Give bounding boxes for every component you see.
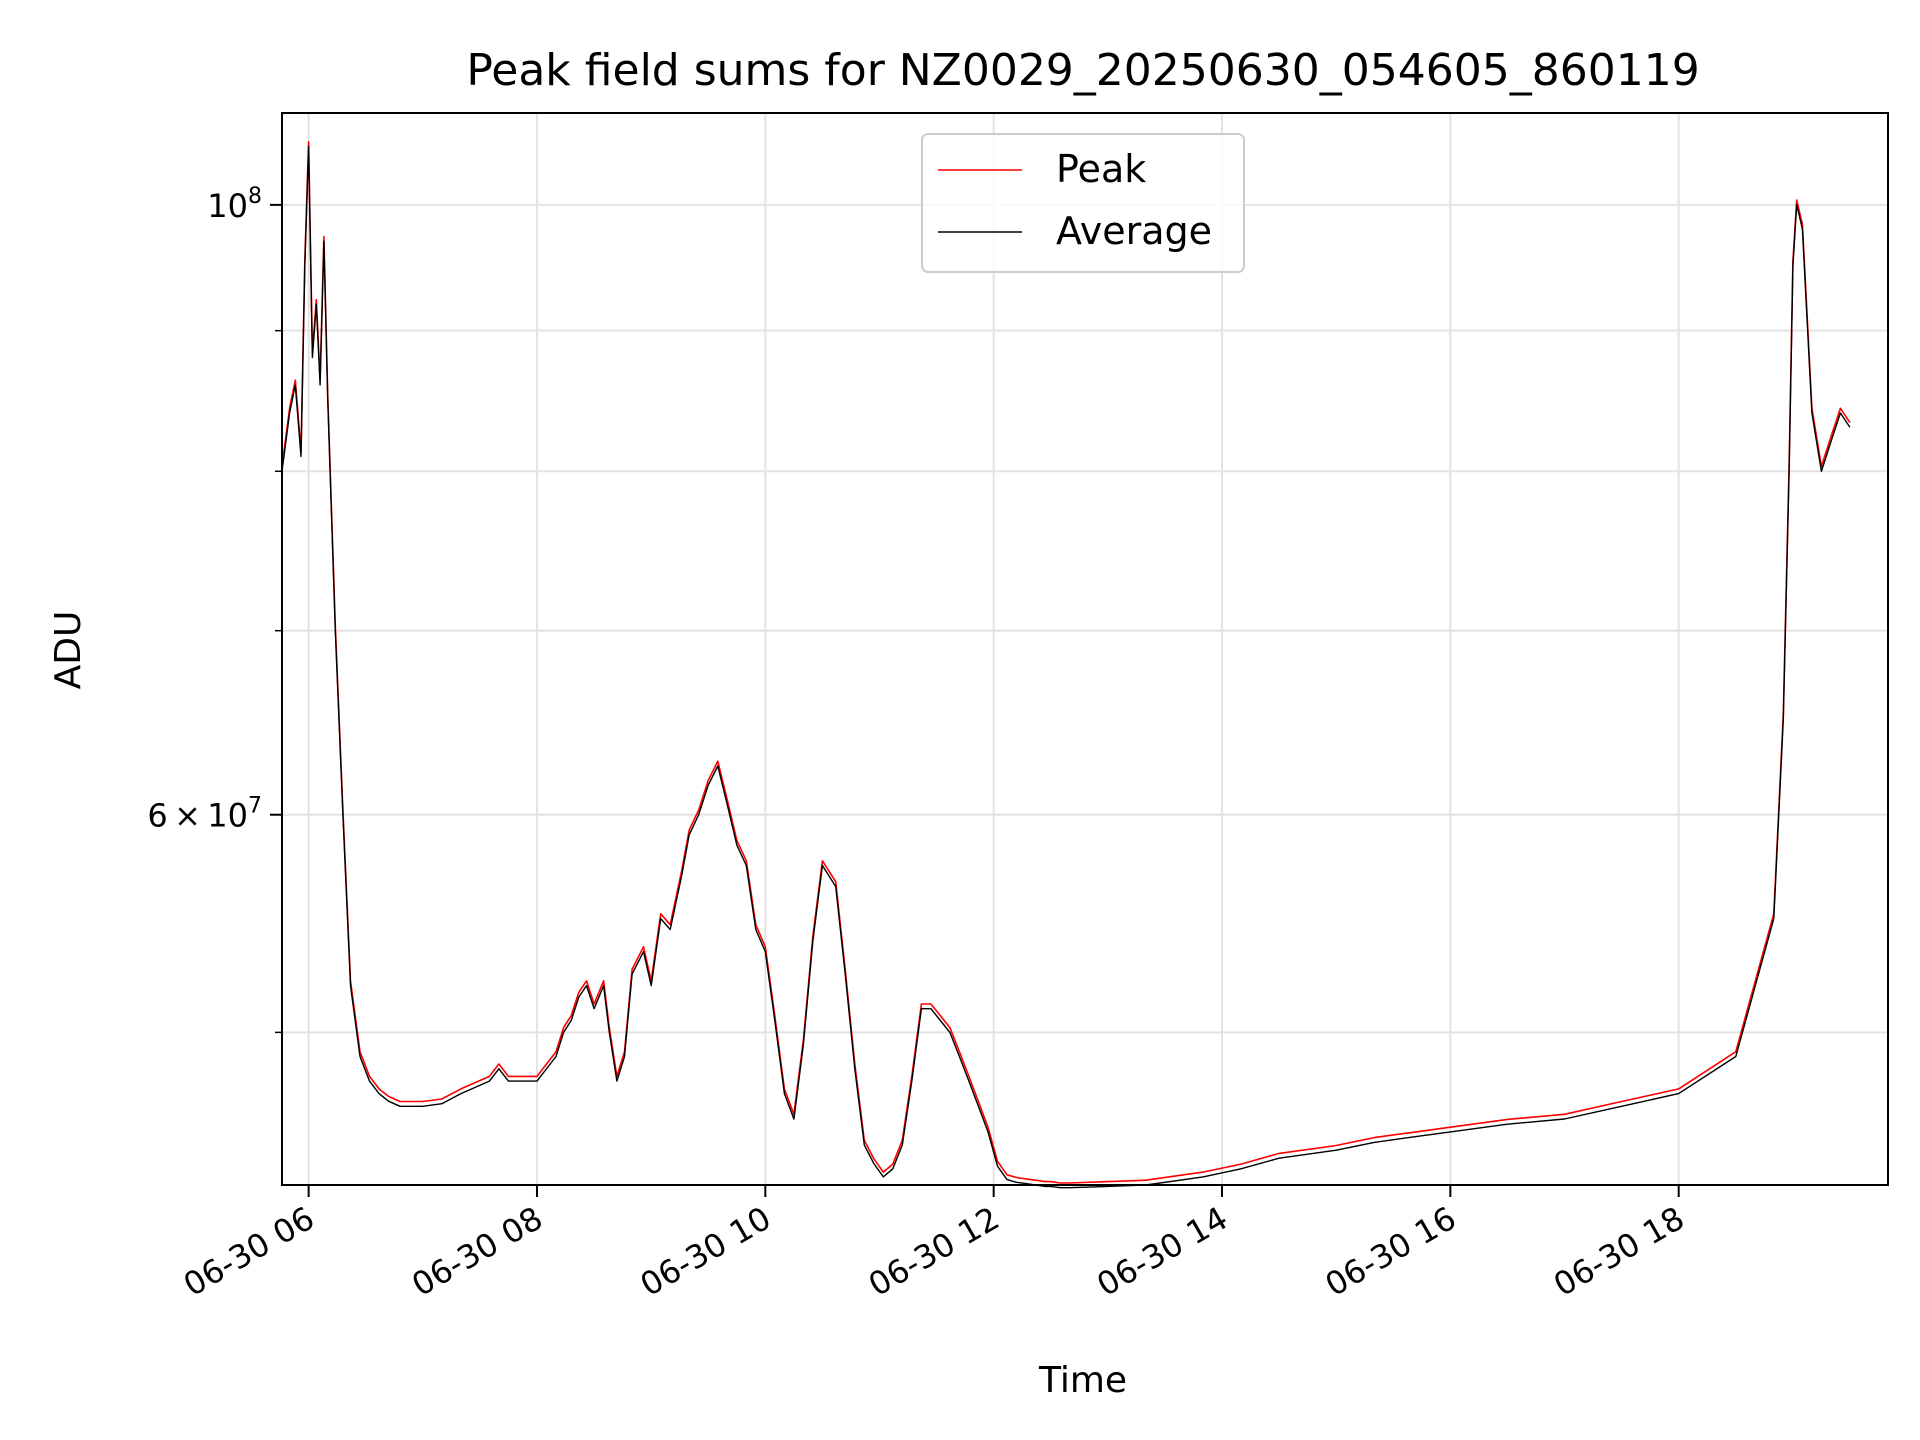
series-line-average [281,145,1851,1189]
legend-label-average: Average [1056,209,1212,253]
y-tick-label: 6 × 107 [147,794,262,835]
grid-lines [282,113,1888,1185]
x-axis-label: Time [1038,1360,1127,1401]
plot-frame [281,112,1889,1186]
legend-label-peak: Peak [1056,147,1146,191]
y-axis-label: ADU [48,611,89,690]
chart-title: Peak field sums for NZ0029_20250630_0546… [466,45,1699,96]
legend-box [921,133,1245,273]
series-lines [281,141,1851,1189]
y-tick-label: 108 [207,184,262,225]
series-line-peak [281,141,1851,1184]
y-axis: 6 × 107 108 [147,184,282,1034]
legend: Peak Average [921,133,1245,273]
